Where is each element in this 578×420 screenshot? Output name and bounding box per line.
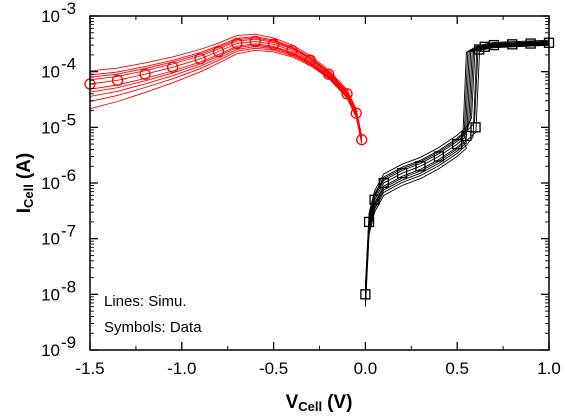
simulation-line (89, 44, 363, 142)
y-tick-label-exponent: -4 (61, 55, 76, 74)
x-tick-label: 1.0 (537, 359, 561, 378)
x-axis-ticks: -1.5 -1.0 -0.5 0.0 0.5 1.0 (75, 16, 561, 378)
data-point-circle (212, 45, 225, 58)
data-point-circle (341, 88, 353, 100)
data-point-square (415, 161, 426, 172)
y-tick-label: 10 (41, 118, 60, 137)
y-tick-label-exponent: -6 (61, 166, 76, 185)
y-axis-title: ICell(A) (14, 153, 36, 214)
data-point-circle (286, 44, 298, 57)
x-tick-label: -1.0 (167, 359, 196, 378)
annotation-symbols: Symbols: Data (104, 319, 202, 336)
data-point-square (525, 38, 536, 49)
data-point-circle (249, 35, 261, 48)
data-point-circle (267, 38, 280, 50)
y-tick-label: 10 (41, 341, 60, 360)
y-tick-label: 10 (41, 63, 60, 82)
data-markers (84, 35, 555, 300)
data-point-square (461, 130, 472, 142)
data-point-circle (356, 134, 368, 146)
data-point-square (470, 122, 481, 133)
data-point-circle (231, 37, 243, 50)
y-tick-label-exponent: -9 (61, 333, 76, 352)
y-tick-label-exponent: -3 (61, 0, 76, 18)
simulation-line (89, 40, 363, 140)
simulation-line (89, 49, 363, 144)
y-axis-ticks: 10-910-810-710-610-510-410-3 (41, 0, 549, 360)
annotation-lines: Lines: Simu. (104, 293, 187, 310)
data-point-circle (166, 61, 179, 73)
x-tick-label: -1.5 (75, 359, 104, 378)
data-point-circle (111, 74, 124, 86)
simulation-line (89, 47, 363, 144)
data-point-square (363, 216, 375, 228)
data-point-square (433, 151, 444, 162)
y-tick-label: 10 (41, 285, 60, 304)
x-tick-label: -0.5 (259, 359, 288, 378)
data-point-square (378, 177, 389, 189)
y-tick-label-exponent: -8 (61, 277, 76, 296)
y-tick-label-exponent: -5 (61, 110, 76, 129)
data-point-square (360, 289, 371, 300)
data-point-circle (194, 53, 206, 65)
x-axis-title: VCell (V) (286, 392, 353, 414)
data-point-circle (139, 68, 151, 80)
y-tick-label: 10 (41, 7, 60, 26)
data-point-square (369, 194, 380, 205)
data-point-circle (350, 107, 362, 119)
y-tick-label: 10 (41, 174, 60, 193)
x-tick-label: 0.0 (354, 359, 378, 378)
data-point-square (488, 39, 500, 51)
data-point-square (507, 39, 518, 50)
data-point-square (452, 138, 463, 150)
data-point-circle (304, 54, 316, 66)
data-point-circle (323, 68, 335, 80)
simulation-line (89, 37, 363, 138)
data-point-square (474, 44, 485, 55)
simulation-line (89, 38, 363, 139)
x-tick-label: 0.5 (445, 359, 469, 378)
simulation-line (89, 33, 363, 136)
y-tick-label: 10 (41, 230, 60, 249)
y-tick-label-exponent: -7 (61, 222, 76, 241)
data-point-square (396, 168, 408, 179)
